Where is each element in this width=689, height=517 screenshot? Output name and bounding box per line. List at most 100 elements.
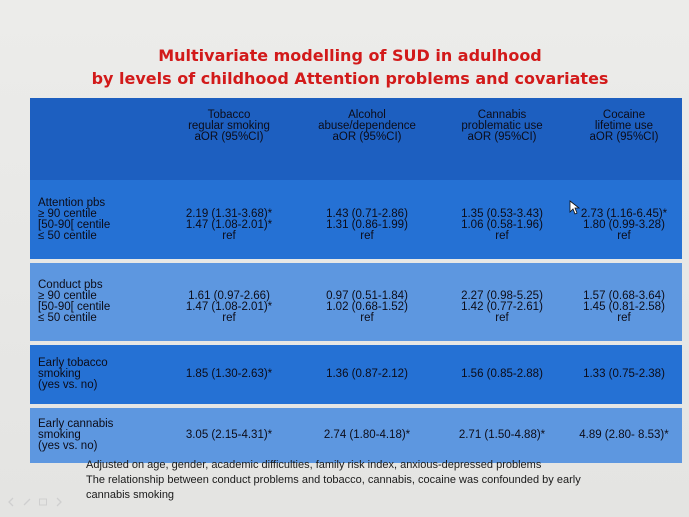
table-cell: 1.56 (0.85-2.88) xyxy=(438,345,566,404)
cell-text: 1.45 (0.81-2.58) xyxy=(583,301,665,313)
row-label-text: smoking xyxy=(38,368,81,380)
slides-icon[interactable] xyxy=(38,497,48,510)
row-label-text: smoking xyxy=(38,429,81,441)
header-text: regular smoking xyxy=(188,120,270,132)
cell-text: 1.57 (0.68-3.64) xyxy=(583,290,665,302)
cell-text: 2.74 (1.80-4.18)* xyxy=(323,429,411,441)
cell-text: 0.97 (0.51-1.84) xyxy=(326,290,408,302)
header-tobacco: Tobacco regular smoking aOR (95%CI) xyxy=(162,98,296,180)
header-text: lifetime use xyxy=(594,120,654,132)
header-text: abuse/dependence xyxy=(318,120,416,132)
cell-text: 1.36 (0.87-2.12) xyxy=(326,368,408,380)
cell-text: 1.35 (0.53-3.43) xyxy=(461,207,543,220)
header-text: Cannabis xyxy=(477,109,527,121)
header-label-cell xyxy=(30,98,162,180)
cell-text: 1.47 (1.08-2.01)* xyxy=(185,218,273,231)
row-label-text: ≥ 90 centile xyxy=(38,290,97,302)
header-text: aOR (95%CI) xyxy=(467,131,537,143)
slide-title: Multivariate modelling of SUD in adulhoo… xyxy=(30,44,670,90)
table-cell: 2.73 (1.16-6.45)* 1.80 (0.99-3.28) ref xyxy=(566,180,682,259)
cell-text: ref xyxy=(222,312,236,324)
cell-text: 2.73 (1.16-6.45)* xyxy=(580,207,668,220)
footnote: Adjusted on age, gender, academic diffic… xyxy=(86,458,666,503)
row-label: Early cannabis smoking (yes vs. no) xyxy=(30,408,162,463)
row-label-text: [50-90[ centile xyxy=(38,218,111,231)
table-cell: 0.97 (0.51-1.84) 1.02 (0.68-1.52) ref xyxy=(296,263,438,341)
cell-text: ref xyxy=(222,229,236,242)
cell-text: 4.89 (2.80- 8.53)* xyxy=(579,429,669,441)
table-cell: 2.71 (1.50-4.88)* xyxy=(438,408,566,463)
title-line-1: Multivariate modelling of SUD in adulhoo… xyxy=(158,46,542,65)
cell-text: 1.61 (0.97-2.66) xyxy=(188,290,270,302)
cell-text: ref xyxy=(617,312,631,324)
cell-text: ref xyxy=(495,312,509,324)
footnote-line: cannabis smoking xyxy=(86,489,175,501)
row-label-text: [50-90[ centile xyxy=(38,301,111,313)
header-text: Cocaine xyxy=(602,109,646,121)
table-row-conduct: Conduct pbs ≥ 90 centile [50-90[ centile… xyxy=(30,263,682,341)
table-cell: 4.89 (2.80- 8.53)* xyxy=(566,408,682,463)
table-cell: 1.36 (0.87-2.12) xyxy=(296,345,438,404)
cell-text: 1.06 (0.58-1.96) xyxy=(461,218,543,231)
row-label: Early tobacco smoking (yes vs. no) xyxy=(30,345,162,404)
cell-text: ref xyxy=(617,229,631,242)
cell-text: ref xyxy=(360,312,374,324)
arrow-left-icon[interactable] xyxy=(6,497,16,510)
header-text: aOR (95%CI) xyxy=(332,131,402,143)
cell-text xyxy=(162,198,296,209)
cell-text: 1.31 (0.86-1.99) xyxy=(326,218,408,231)
row-label-text: Early tobacco xyxy=(38,357,108,369)
table-row-attention: Attention pbs ≥ 90 centile [50-90[ centi… xyxy=(30,180,682,259)
arrow-right-icon[interactable] xyxy=(54,497,64,510)
table-cell: 2.27 (0.98-5.25) 1.42 (0.77-2.61) ref xyxy=(438,263,566,341)
cell-text: 1.47 (1.08-2.01)* xyxy=(185,301,273,313)
header-text: aOR (95%CI) xyxy=(194,131,264,143)
cell-text: 1.02 (0.68-1.52) xyxy=(326,301,408,313)
table-cell: 2.19 (1.31-3.68)* 1.47 (1.08-2.01)* ref xyxy=(162,180,296,259)
table-header-row: Tobacco regular smoking aOR (95%CI) Alco… xyxy=(30,98,682,180)
cell-text: 2.27 (0.98-5.25) xyxy=(461,290,543,302)
table-cell: 2.74 (1.80-4.18)* xyxy=(296,408,438,463)
header-text: Alcohol xyxy=(348,109,386,121)
cell-text xyxy=(566,198,682,209)
table-cell: 1.35 (0.53-3.43) 1.06 (0.58-1.96) ref xyxy=(438,180,566,259)
row-label-text: Conduct pbs xyxy=(38,279,103,291)
pen-icon[interactable] xyxy=(22,497,32,510)
cell-text: 1.80 (0.99-3.28) xyxy=(583,218,665,231)
row-label-text: ≥ 90 centile xyxy=(38,207,97,220)
results-table: Tobacco regular smoking aOR (95%CI) Alco… xyxy=(30,98,682,463)
table-cell: 1.61 (0.97-2.66) 1.47 (1.08-2.01)* ref xyxy=(162,263,296,341)
footnote-line: The relationship between conduct problem… xyxy=(86,474,581,486)
header-text: aOR (95%CI) xyxy=(589,131,659,143)
row-label-text: Attention pbs xyxy=(38,196,106,209)
cell-text: 1.42 (0.77-2.61) xyxy=(461,301,543,313)
cell-text: 1.33 (0.75-2.38) xyxy=(583,368,665,380)
cell-text: 3.05 (2.15-4.31)* xyxy=(185,429,273,441)
cell-text: ref xyxy=(495,229,509,242)
cell-text: ref xyxy=(360,229,374,242)
row-label-text: ≤ 50 centile xyxy=(38,312,97,324)
title-line-2: by levels of childhood Attention problem… xyxy=(91,69,609,88)
cell-text xyxy=(438,198,566,209)
header-alcohol: Alcohol abuse/dependence aOR (95%CI) xyxy=(296,98,438,180)
row-label: Attention pbs ≥ 90 centile [50-90[ centi… xyxy=(30,180,162,259)
header-text: Tobacco xyxy=(207,109,251,121)
row-label-text: ≤ 50 centile xyxy=(38,229,97,242)
cell-text: 1.56 (0.85-2.88) xyxy=(461,368,543,380)
table-cell: 3.05 (2.15-4.31)* xyxy=(162,408,296,463)
table-row-early-tobacco: Early tobacco smoking (yes vs. no) 1.85 … xyxy=(30,345,682,404)
cell-text: 1.85 (1.30-2.63)* xyxy=(185,368,273,380)
row-label-text: (yes vs. no) xyxy=(38,379,98,391)
cell-text: 1.43 (0.71-2.86) xyxy=(326,207,408,220)
header-text: problematic use xyxy=(461,120,543,132)
table-cell: 1.57 (0.68-3.64) 1.45 (0.81-2.58) ref xyxy=(566,263,682,341)
table-cell: 1.43 (0.71-2.86) 1.31 (0.86-1.99) ref xyxy=(296,180,438,259)
cell-text: 2.71 (1.50-4.88)* xyxy=(458,429,546,441)
table-row-early-cannabis: Early cannabis smoking (yes vs. no) 3.05… xyxy=(30,408,682,463)
table-cell: 1.85 (1.30-2.63)* xyxy=(162,345,296,404)
header-cannabis: Cannabis problematic use aOR (95%CI) xyxy=(438,98,566,180)
header-cocaine: Cocaine lifetime use aOR (95%CI) xyxy=(566,98,682,180)
cell-text xyxy=(296,198,438,209)
row-label-text: (yes vs. no) xyxy=(38,440,98,452)
